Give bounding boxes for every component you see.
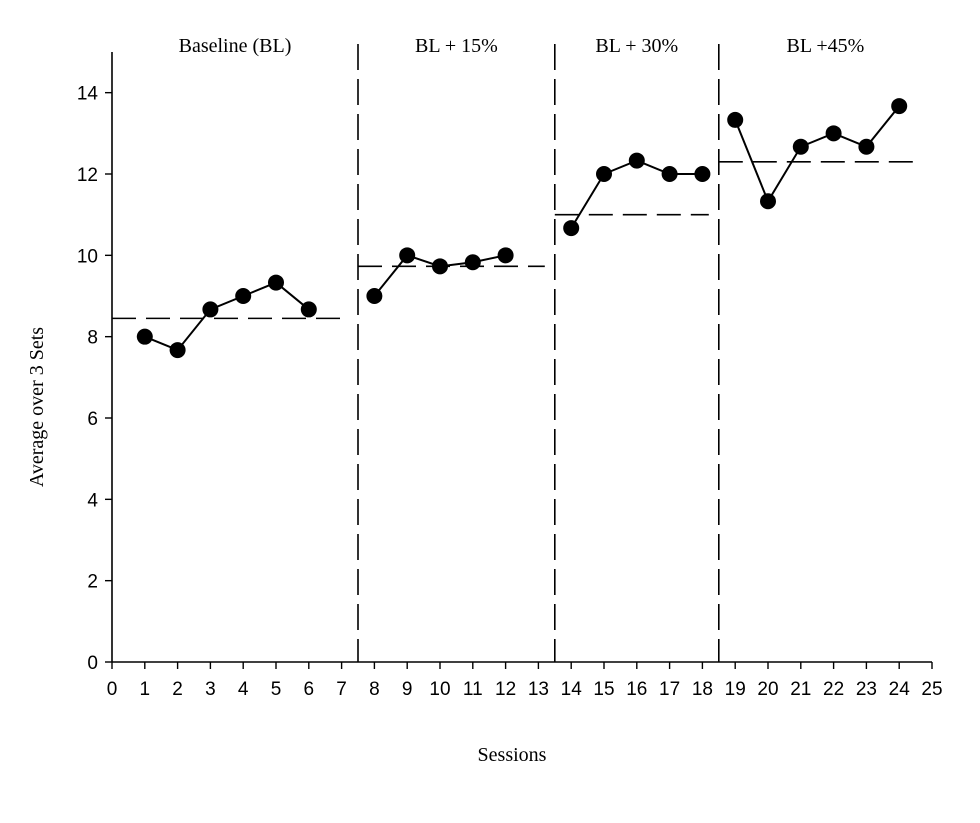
phase-label: BL +45% [787, 35, 865, 57]
x-tick-label: 2 [172, 679, 183, 700]
x-tick-label: 23 [856, 679, 877, 700]
x-tick-label: 10 [429, 679, 450, 700]
data-point [727, 111, 744, 128]
x-tick-label: 13 [528, 679, 549, 700]
x-tick-label: 19 [725, 679, 746, 700]
phase-label: Baseline (BL) [179, 35, 292, 57]
phase-boundaries [357, 44, 720, 662]
x-tick-label: 20 [757, 679, 778, 700]
data-point [891, 98, 908, 115]
x-tick-label: 14 [561, 679, 583, 700]
x-tick-label: 6 [304, 679, 315, 700]
data-point [268, 274, 284, 291]
x-tick-label: 8 [369, 679, 380, 700]
x-tick-label: 7 [336, 679, 347, 700]
x-tick-label: 9 [402, 679, 413, 700]
x-tick-label: 24 [889, 679, 911, 700]
data-series [136, 98, 908, 359]
data-point [694, 166, 711, 182]
y-tick-label: 10 [77, 246, 98, 267]
data-point [628, 152, 645, 169]
data-point [825, 125, 842, 142]
y-axis-label: Average over 3 Sets [26, 327, 48, 487]
data-point [760, 193, 776, 210]
y-tick-label: 4 [87, 490, 98, 511]
phase-label: BL + 30% [595, 35, 678, 57]
x-tick-label: 12 [495, 679, 516, 700]
x-tick-label: 15 [593, 679, 614, 700]
x-tick-label: 16 [626, 679, 647, 700]
data-point [464, 254, 481, 271]
data-point [792, 138, 809, 155]
data-point [202, 301, 219, 318]
series-line [570, 159, 703, 229]
x-tick-label: 3 [205, 679, 216, 700]
axes [111, 52, 932, 663]
data-point [169, 342, 186, 359]
phase-label: BL + 15% [415, 35, 498, 57]
x-tick-label: 4 [238, 679, 249, 700]
x-tick-label: 5 [271, 679, 282, 700]
x-tick-label: 25 [921, 679, 942, 700]
data-point [366, 288, 383, 304]
data-point [300, 301, 317, 318]
series-line [734, 105, 900, 204]
x-tick-label: 1 [140, 679, 151, 700]
data-point [235, 288, 252, 304]
x-tick-label: 18 [692, 679, 713, 700]
data-point [661, 166, 678, 182]
y-tick-label: 8 [87, 328, 98, 349]
phase-labels: Baseline (BL) BL + 15% BL + 30% BL +45% [179, 35, 865, 57]
y-tick-label: 2 [87, 572, 98, 593]
x-tick-label: 22 [823, 679, 844, 700]
data-point [497, 247, 514, 264]
x-axis-label: Sessions [478, 744, 547, 766]
y-tick-label: 14 [77, 84, 99, 105]
data-point [399, 247, 416, 264]
x-tick-label: 17 [659, 679, 680, 700]
y-tick-label: 6 [87, 409, 98, 430]
series-line [144, 281, 310, 352]
data-point [563, 220, 580, 237]
x-tick-label: 21 [790, 679, 811, 700]
y-tick-label: 0 [87, 653, 98, 674]
y-tick-label: 12 [77, 165, 98, 186]
data-point [596, 166, 612, 182]
data-point [136, 328, 153, 345]
data-point [432, 258, 448, 275]
y-ticks: 0 2 4 6 8 10 12 14 [77, 84, 112, 674]
data-point [858, 138, 875, 155]
x-ticks: 0 1 2 3 4 5 6 7 8 9 10 11 12 13 14 15 16 17 18 19 20 21 22 23 24… [107, 662, 943, 700]
x-tick-label: 11 [463, 679, 483, 700]
x-tick-label: 0 [107, 679, 118, 700]
phase-mean-lines [112, 161, 922, 320]
